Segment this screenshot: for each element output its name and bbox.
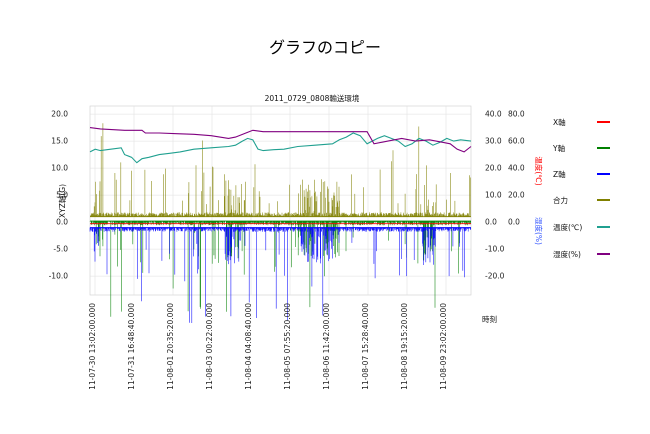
y-temp-tick-label: -20.0 xyxy=(485,272,505,281)
x-tick-label: 11-07-30 13:02:00.000 xyxy=(88,303,97,390)
grid-layer xyxy=(89,105,472,296)
y-hum-tick-label: 0.0 xyxy=(508,218,520,227)
y-hum-axis-title: 湿度(%) xyxy=(534,217,544,245)
y-temp-tick-label: 30.0 xyxy=(485,137,502,146)
x-tick-label: 11-07-31 16:48:40.000 xyxy=(127,303,136,390)
legend-label: 湿度(%) xyxy=(553,249,581,259)
vibration-spikes-resultant xyxy=(90,123,471,217)
y-hum-tick-label: 60.0 xyxy=(508,137,525,146)
vibration-spikes-y xyxy=(89,221,471,317)
page-title: グラフのコピー xyxy=(268,38,381,57)
legend-label: Z軸 xyxy=(553,169,566,179)
x-tick-label: 11-08-01 20:35:20.000 xyxy=(166,303,175,390)
x-tick-label: 11-08-08 19:15:20.000 xyxy=(400,303,409,390)
y-left-tick-label: 5.0 xyxy=(56,191,68,200)
y-left-tick-label: 15.0 xyxy=(51,137,68,146)
chart-title: 2011_0729_0808輸送環境 xyxy=(265,93,360,103)
series-line-hum xyxy=(89,127,472,153)
x-tick-label: 11-08-05 07:55:20.000 xyxy=(283,303,292,390)
axis-layer: 20.0 15.0 10.0 5.0 0.0 -5.0 -10.0 40.0 30.0 20.0 1… xyxy=(49,110,544,390)
y-temp-tick-label: 10.0 xyxy=(485,191,502,200)
x-tick-label: 11-08-06 11:42:00.000 xyxy=(322,303,331,390)
x-tick-label: 11-08-04 04:08:40.000 xyxy=(244,303,253,390)
legend-label: 合力 xyxy=(553,195,568,205)
y-left-axis-title: XYZ軸(G) xyxy=(57,184,67,218)
vibration-spikes-z xyxy=(89,227,471,323)
y-left-tick-label: 10.0 xyxy=(51,164,68,173)
y-left-tick-label: -5.0 xyxy=(53,245,68,254)
series-line-temp xyxy=(89,132,472,164)
y-temp-tick-label: 20.0 xyxy=(485,164,502,173)
y-temp-tick-label: -10.0 xyxy=(485,245,505,254)
legend-label: X軸 xyxy=(553,117,566,127)
y-hum-tick-label: 20.0 xyxy=(508,191,525,200)
y-temp-axis-title: 温度(℃) xyxy=(534,156,544,185)
legend-label: Y軸 xyxy=(552,143,565,153)
y-left-tick-label: -10.0 xyxy=(49,272,69,281)
y-hum-tick-label: 80.0 xyxy=(508,110,525,119)
y-temp-tick-label: 0.0 xyxy=(485,218,497,227)
x-tick-label: 11-08-07 15:28:40.000 xyxy=(361,303,370,390)
y-left-tick-label: 20.0 xyxy=(51,110,68,119)
x-tick-label: 11-08-03 00:22:00.000 xyxy=(205,303,214,390)
x-axis-title: 時刻 xyxy=(482,314,497,324)
y-temp-tick-label: 40.0 xyxy=(485,110,502,119)
plot-layer xyxy=(89,123,472,323)
y-left-tick-label: 0.0 xyxy=(56,218,68,227)
y-hum-tick-label: 40.0 xyxy=(508,164,525,173)
legend-label: 温度(℃) xyxy=(553,222,582,232)
plot-frame xyxy=(89,105,472,296)
x-tick-label: 11-08-09 23:02:00.000 xyxy=(439,303,448,390)
